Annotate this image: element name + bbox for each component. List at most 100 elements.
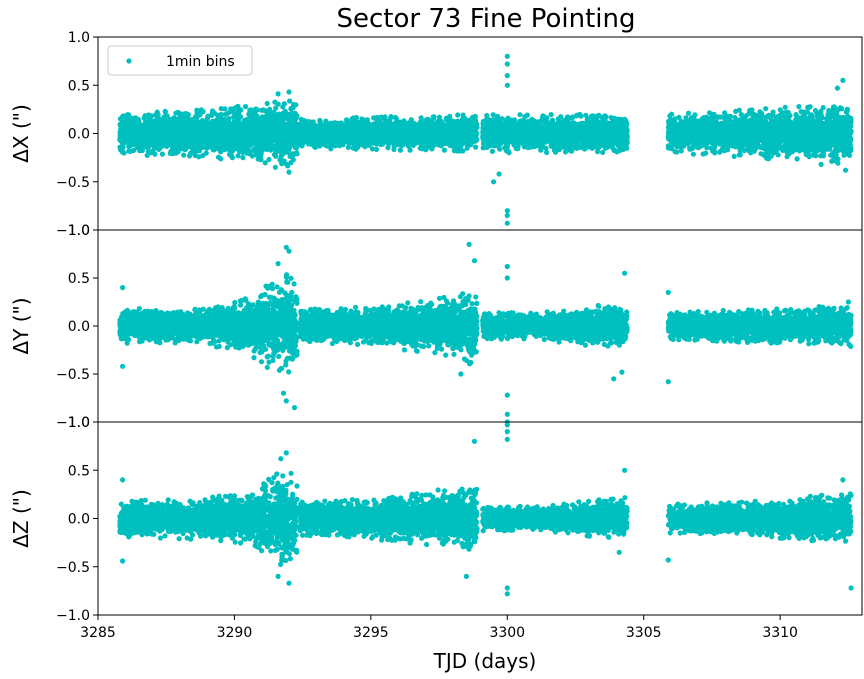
data-point (351, 123, 357, 129)
data-point (170, 132, 176, 138)
data-point (215, 122, 221, 128)
data-point (381, 125, 387, 131)
data-point (121, 150, 127, 156)
data-point (192, 117, 198, 123)
y-tick-label: 0.0 (68, 127, 90, 143)
data-point (291, 117, 297, 123)
data-point (435, 119, 441, 125)
data-point (292, 144, 298, 150)
data-point (351, 142, 357, 148)
data-point (319, 132, 325, 138)
data-point (300, 133, 306, 139)
data-point (460, 148, 466, 154)
data-point (154, 128, 160, 134)
data-point (351, 136, 357, 143)
data-point (386, 126, 392, 132)
data-point (427, 143, 433, 149)
data-point (126, 148, 132, 154)
data-point (226, 116, 232, 122)
data-point (443, 115, 449, 121)
data-point (187, 122, 193, 128)
data-point (189, 137, 195, 143)
y-axis-label: ΔX (") (9, 104, 33, 163)
data-point (147, 150, 153, 156)
data-point (318, 139, 324, 145)
data-point (231, 122, 237, 128)
y-tick-label: 0.5 (68, 78, 90, 94)
data-point (454, 122, 460, 128)
data-point (218, 156, 224, 162)
data-point (388, 114, 394, 120)
data-point (340, 142, 346, 148)
data-point (418, 115, 424, 121)
data-point (447, 128, 453, 134)
data-point (394, 136, 400, 142)
data-point (339, 130, 345, 136)
data-point (203, 150, 209, 156)
data-point (194, 137, 200, 143)
data-point (151, 137, 157, 143)
data-point (297, 141, 303, 147)
data-point (213, 139, 219, 145)
data-point (450, 122, 456, 128)
data-point (139, 129, 145, 135)
y-tick-label: −1.0 (56, 223, 90, 239)
data-point (441, 147, 447, 153)
data-point (374, 133, 380, 139)
data-point (218, 116, 224, 122)
data-point (125, 112, 131, 118)
data-point (176, 146, 182, 152)
data-point (145, 145, 151, 151)
data-point (218, 106, 224, 112)
data-point (265, 119, 271, 125)
data-point (247, 148, 253, 154)
data-point (373, 126, 379, 132)
data-point (264, 138, 270, 144)
data-point (193, 126, 199, 132)
chart-title: Sector 73 Fine Pointing (337, 4, 636, 34)
data-point (376, 118, 382, 124)
data-point (162, 109, 168, 115)
series-1min-bins (117, 53, 854, 226)
data-point (256, 127, 262, 133)
data-point (160, 130, 166, 136)
data-point (173, 110, 179, 116)
data-point (469, 125, 475, 131)
data-point (437, 126, 443, 132)
data-point (242, 104, 249, 110)
data-point (468, 136, 475, 142)
data-point (162, 141, 168, 147)
data-point (459, 117, 465, 123)
data-point (364, 119, 370, 125)
data-point (293, 102, 299, 108)
data-point (359, 136, 365, 142)
data-point (226, 120, 233, 126)
data-point (465, 129, 471, 135)
data-point (228, 153, 234, 159)
data-point (181, 152, 187, 158)
data-point (266, 156, 272, 163)
y-tick-label: −0.5 (56, 175, 90, 191)
data-point (235, 153, 241, 159)
data-point (154, 109, 160, 115)
data-point (149, 126, 155, 132)
data-point (326, 128, 332, 135)
data-point (211, 147, 217, 153)
data-point (343, 117, 350, 123)
data-point (304, 132, 310, 138)
data-point (266, 107, 272, 113)
data-point (281, 101, 287, 107)
data-point (405, 131, 411, 137)
data-point (198, 108, 204, 114)
panels-layer: −1.0−0.50.00.51.0ΔX (")−1.0−0.50.00.51.0… (9, 30, 863, 641)
data-point (185, 112, 191, 118)
data-point (240, 123, 246, 129)
data-point (310, 131, 316, 138)
data-point (407, 147, 413, 153)
data-point (280, 143, 286, 149)
data-point (338, 123, 344, 130)
data-point (231, 114, 237, 120)
data-point (234, 118, 240, 124)
data-point (457, 143, 464, 149)
data-point (323, 118, 329, 124)
